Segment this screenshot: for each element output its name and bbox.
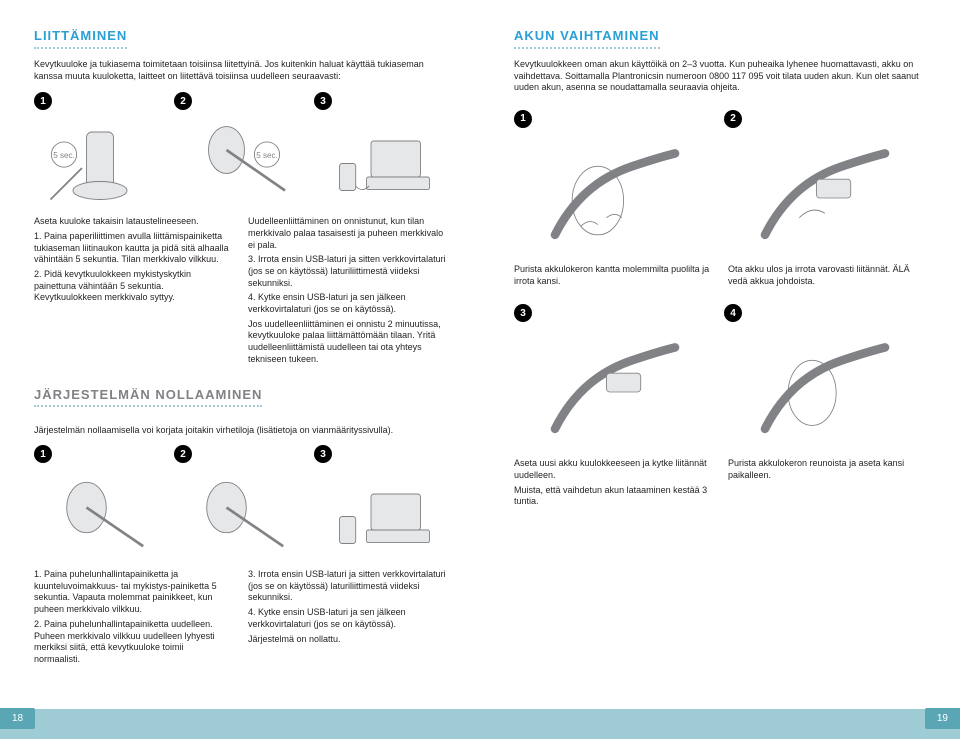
page-number-left: 18 xyxy=(0,708,35,729)
svg-text:5 sec.: 5 sec. xyxy=(256,151,278,160)
reset-step-1: 1 xyxy=(34,445,166,557)
intro-nollaaminen: Järjestelmän nollaamisella voi korjata j… xyxy=(34,425,446,437)
step-3: 3 xyxy=(314,92,446,204)
text-cols-nollaaminen: 1. Paina puhelunhallintapainiketta ja ku… xyxy=(34,569,446,669)
col-right: Purista akkulokeron reunoista ja aseta k… xyxy=(728,458,926,511)
step-badge: 1 xyxy=(514,110,532,128)
diagram-laptop xyxy=(314,114,446,204)
step-2: 2 5 sec. xyxy=(174,92,306,204)
step-badge: 2 xyxy=(174,445,192,463)
instr: 1. Paina puhelunhallintapainiketta ja ku… xyxy=(34,569,232,616)
instr: Jos uudelleenliittäminen ei onnistu 2 mi… xyxy=(248,319,446,366)
page-spread: LIITTÄMINEN Kevytkuuloke ja tukiasema to… xyxy=(0,0,960,739)
caption: Ota akku ulos ja irrota varovasti liitän… xyxy=(728,264,926,287)
diagram-base-pin: 5 sec. xyxy=(34,114,166,204)
battery-step-1: 1 xyxy=(514,110,716,252)
instr: 2. Paina puhelunhallintapainiketta uudel… xyxy=(34,619,232,666)
step-badge: 4 xyxy=(724,304,742,322)
section-title-nollaaminen: JÄRJESTELMÄN NOLLAAMINEN xyxy=(34,387,262,408)
intro-akun: Kevytkuulokkeen oman akun käyttöikä on 2… xyxy=(514,59,926,94)
battery-row-1: 1 2 xyxy=(514,110,926,252)
section-title-liittaminen: LIITTÄMINEN xyxy=(34,28,127,49)
battery-step-4: 4 xyxy=(724,304,926,446)
battery-captions-1: Purista akkulokeron kantta molemmilta pu… xyxy=(514,264,926,290)
page-number-right: 19 xyxy=(925,708,960,729)
diagram-reset-2 xyxy=(174,467,306,557)
svg-text:5 sec.: 5 sec. xyxy=(53,151,75,160)
instr: 4. Kytke ensin USB-laturi ja sen jälkeen… xyxy=(248,292,446,315)
col-left: 1. Paina puhelunhallintapainiketta ja ku… xyxy=(34,569,232,669)
caption: Purista akkulokeron reunoista ja aseta k… xyxy=(728,458,926,481)
step-1: 1 5 sec. xyxy=(34,92,166,204)
step-badge: 3 xyxy=(314,445,332,463)
col-right: 3. Irrota ensin USB-laturi ja sitten ver… xyxy=(248,569,446,669)
step-badge-2: 2 xyxy=(174,92,192,110)
reset-step-3: 3 xyxy=(314,445,446,557)
caption: Aseta uusi akku kuulokkeeseen ja kytke l… xyxy=(514,458,712,481)
reset-step-2: 2 xyxy=(174,445,306,557)
step-badge: 1 xyxy=(34,445,52,463)
right-page: AKUN VAIHTAMINEN Kevytkuulokkeen oman ak… xyxy=(480,0,960,739)
caption: Purista akkulokeron kantta molemmilta pu… xyxy=(514,264,712,287)
battery-captions-2: Aseta uusi akku kuulokkeeseen ja kytke l… xyxy=(514,458,926,511)
left-page: LIITTÄMINEN Kevytkuuloke ja tukiasema to… xyxy=(0,0,480,739)
battery-step-3: 3 xyxy=(514,304,716,446)
battery-row-2: 3 4 xyxy=(514,304,926,446)
diagram-reset-1 xyxy=(34,467,166,557)
steprow-nollaaminen: 1 2 3 xyxy=(34,445,446,557)
instr: Aseta kuuloke takaisin lataustelineeseen… xyxy=(34,216,232,228)
step-badge-1: 1 xyxy=(34,92,52,110)
text-cols-liittaminen: Aseta kuuloke takaisin lataustelineeseen… xyxy=(34,216,446,368)
diagram-battery-3 xyxy=(514,326,716,446)
diagram-battery-1 xyxy=(514,132,716,252)
intro-liittaminen: Kevytkuuloke ja tukiasema toimitetaan to… xyxy=(34,59,446,82)
instr: Järjestelmä on nollattu. xyxy=(248,634,446,646)
diagram-reset-3 xyxy=(314,467,446,557)
diagram-battery-4 xyxy=(724,326,926,446)
instr: 3. Irrota ensin USB-laturi ja sitten ver… xyxy=(248,569,446,604)
col-left: Aseta kuuloke takaisin lataustelineeseen… xyxy=(34,216,232,368)
instr: 2. Pidä kevytkuulokkeen mykistyskytkin p… xyxy=(34,269,232,304)
diagram-battery-2 xyxy=(724,132,926,252)
step-badge-3: 3 xyxy=(314,92,332,110)
step-badge: 2 xyxy=(724,110,742,128)
instr: 3. Irrota ensin USB-laturi ja sitten ver… xyxy=(248,254,446,289)
caption: Muista, että vaihdetun akun lataaminen k… xyxy=(514,485,712,508)
diagram-headset-hold: 5 sec. xyxy=(174,114,306,204)
steprow-liittaminen: 1 5 sec. 2 xyxy=(34,92,446,204)
instr: Uudelleenliittäminen on onnistunut, kun … xyxy=(248,216,446,251)
step-badge: 3 xyxy=(514,304,532,322)
instr: 4. Kytke ensin USB-laturi ja sen jälkeen… xyxy=(248,607,446,630)
col-left: Aseta uusi akku kuulokkeeseen ja kytke l… xyxy=(514,458,712,511)
section-title-akun: AKUN VAIHTAMINEN xyxy=(514,28,660,49)
battery-step-2: 2 xyxy=(724,110,926,252)
col-right: Uudelleenliittäminen on onnistunut, kun … xyxy=(248,216,446,368)
instr: 1. Paina paperiliittimen avulla liittämi… xyxy=(34,231,232,266)
